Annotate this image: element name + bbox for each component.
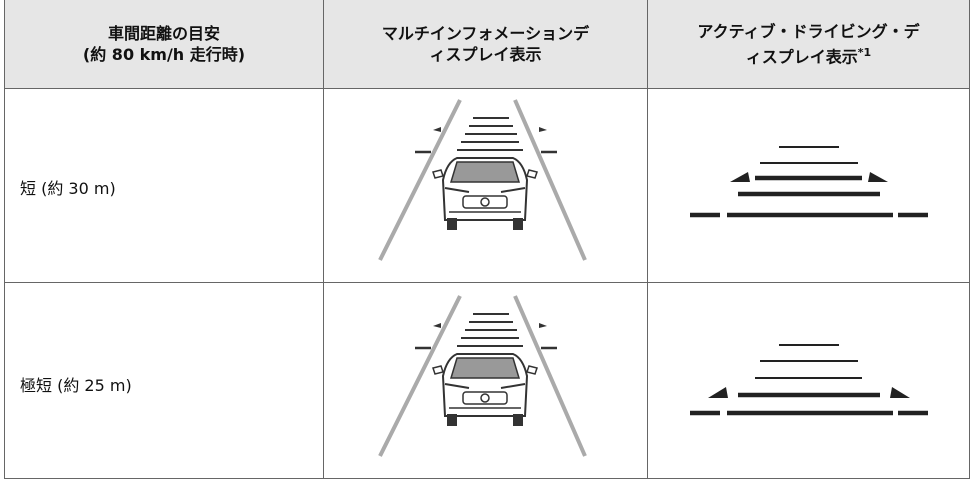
header-text: (約 80 km/h 走行時)	[82, 45, 246, 64]
header-text: 車間距離の目安	[107, 24, 220, 43]
header-cell: アクティブ・ドライビング・デ ィスプレイ表示*1	[648, 0, 969, 88]
header-cell: 車間距離の目安 (約 80 km/h 走行時)	[5, 0, 323, 88]
header-text: ィスプレイ表示	[429, 45, 542, 64]
mid-illustration	[380, 100, 585, 260]
row-label: 極短 (約 25 m)	[20, 376, 132, 395]
header-text: ィスプレイ表示	[745, 47, 858, 67]
header-text: マルチインフォメーションデ	[381, 24, 590, 43]
header-cell: マルチインフォメーションデ ィスプレイ表示	[324, 0, 647, 88]
footnote-mark: *1	[857, 45, 872, 59]
header-text: アクティブ・ドライビング・デ	[697, 21, 920, 41]
mid-illustration	[380, 296, 585, 456]
add-illustration	[690, 146, 928, 218]
header-text: ィスプレイ表示*1	[746, 42, 871, 67]
add-illustration	[690, 344, 928, 416]
row-label: 短 (約 30 m)	[20, 179, 116, 198]
